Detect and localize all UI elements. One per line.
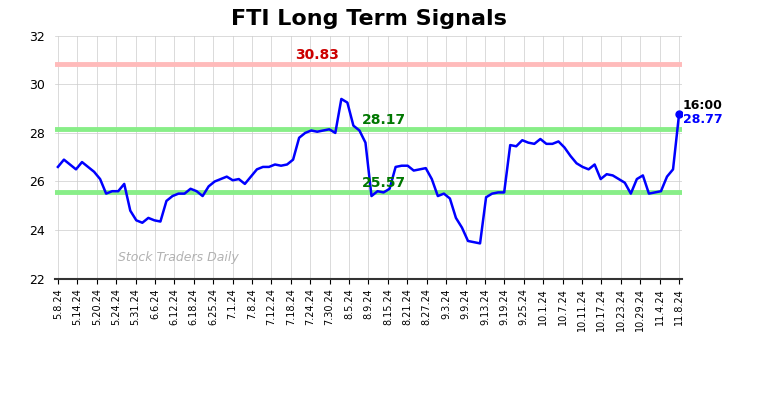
Text: 28.17: 28.17 xyxy=(361,113,405,127)
Text: 30.83: 30.83 xyxy=(296,48,339,62)
Text: Stock Traders Daily: Stock Traders Daily xyxy=(118,251,238,264)
Title: FTI Long Term Signals: FTI Long Term Signals xyxy=(230,9,506,29)
Text: 25.57: 25.57 xyxy=(361,176,405,190)
Text: 16:00: 16:00 xyxy=(683,99,723,112)
Text: 28.77: 28.77 xyxy=(683,113,722,126)
